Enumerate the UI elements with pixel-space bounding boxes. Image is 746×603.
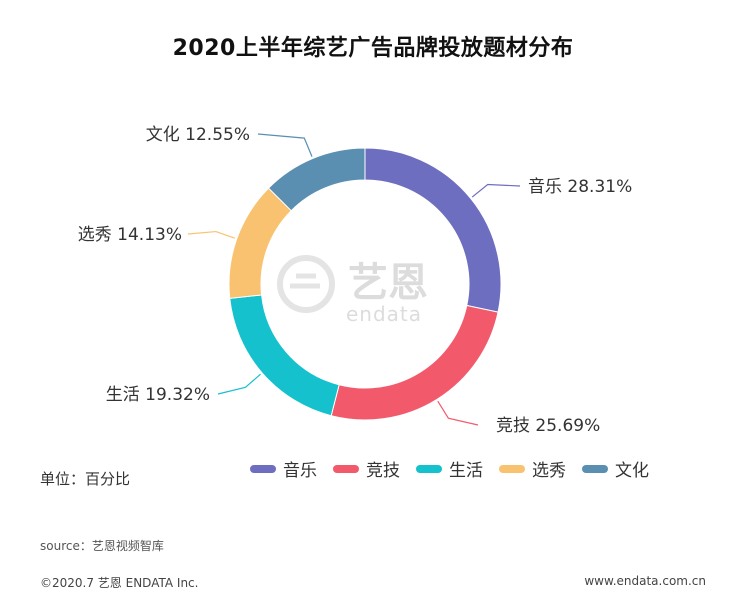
legend-item-talent: 选秀 [499, 456, 566, 481]
data-label-talent: 选秀 14.13% [78, 225, 182, 245]
legend-swatch-life [416, 464, 442, 473]
legend-swatch-culture [582, 464, 608, 473]
data-label-music: 音乐 28.31% [528, 177, 632, 197]
data-label-life: 生活 19.32% [106, 385, 210, 405]
legend-item-culture: 文化 [582, 456, 649, 481]
legend-swatch-music [250, 464, 276, 473]
source-note: source：艺恩视频智库 [40, 539, 164, 553]
chart-title: 2020上半年综艺广告品牌投放题材分布 [172, 36, 574, 61]
legend-label-music: 音乐 [283, 461, 317, 481]
legend: 音乐 竞技 生活 选秀 文化 [250, 456, 665, 481]
legend-label-competition: 竞技 [366, 461, 400, 481]
legend-swatch-competition [333, 464, 359, 473]
leader-line-competition [437, 400, 479, 426]
legend-label-culture: 文化 [615, 461, 649, 481]
website-link[interactable]: www.endata.com.cn [584, 574, 706, 588]
leader-line-music [471, 183, 521, 198]
copyright-text: ©2020.7 艺恩 ENDATA Inc. [40, 576, 199, 590]
legend-swatch-talent [499, 464, 525, 473]
legend-label-talent: 选秀 [532, 461, 566, 481]
leader-line-culture [257, 133, 313, 157]
slice-culture [267, 147, 366, 212]
leader-line-talent [187, 230, 236, 239]
watermark-text-cn: 艺恩 [348, 260, 428, 306]
watermark-text-en: endata [346, 302, 423, 326]
data-label-culture: 文化 12.55% [146, 125, 250, 145]
unit-label: 单位：百分比 [40, 470, 131, 488]
endata-logo-icon [277, 255, 335, 313]
data-label-competition: 竞技 25.69% [496, 416, 600, 436]
legend-item-life: 生活 [416, 456, 483, 481]
legend-item-competition: 竞技 [333, 456, 400, 481]
legend-item-music: 音乐 [250, 456, 317, 481]
leader-line-life [217, 373, 261, 395]
legend-label-life: 生活 [449, 461, 483, 481]
